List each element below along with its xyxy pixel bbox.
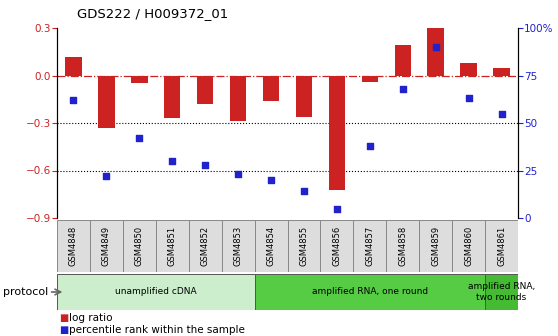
Bar xyxy=(296,76,312,117)
Point xyxy=(365,143,374,149)
Point xyxy=(300,189,309,194)
Bar xyxy=(57,220,90,272)
Bar xyxy=(222,220,254,272)
Text: GSM4853: GSM4853 xyxy=(234,226,243,266)
Bar xyxy=(353,220,386,272)
Text: GSM4852: GSM4852 xyxy=(201,226,210,266)
Text: protocol: protocol xyxy=(3,287,48,297)
Point xyxy=(398,86,407,91)
Text: GSM4858: GSM4858 xyxy=(398,226,407,266)
Bar xyxy=(156,220,189,272)
Text: GSM4860: GSM4860 xyxy=(464,226,473,266)
Text: GSM4856: GSM4856 xyxy=(333,226,341,266)
Bar xyxy=(254,274,485,310)
Point xyxy=(431,44,440,50)
Text: GSM4850: GSM4850 xyxy=(135,226,144,266)
Point xyxy=(201,162,210,167)
Bar xyxy=(362,76,378,82)
Bar xyxy=(254,220,287,272)
Bar xyxy=(386,220,419,272)
Bar xyxy=(419,220,452,272)
Bar xyxy=(329,76,345,190)
Text: percentile rank within the sample: percentile rank within the sample xyxy=(69,325,245,335)
Point xyxy=(69,97,78,103)
Bar xyxy=(164,76,180,118)
Text: GSM4848: GSM4848 xyxy=(69,226,78,266)
Bar xyxy=(395,45,411,76)
Bar xyxy=(460,63,477,76)
Text: GSM4861: GSM4861 xyxy=(497,226,506,266)
Point xyxy=(497,111,506,116)
Text: ■: ■ xyxy=(59,313,68,323)
Bar xyxy=(263,76,279,101)
Text: log ratio: log ratio xyxy=(69,313,113,323)
Bar xyxy=(320,220,353,272)
Bar xyxy=(131,76,147,83)
Bar xyxy=(485,274,518,310)
Bar xyxy=(287,220,320,272)
Point xyxy=(135,135,144,141)
Point xyxy=(168,158,177,164)
Bar xyxy=(452,220,485,272)
Point xyxy=(267,177,276,183)
Text: amplified RNA,
two rounds: amplified RNA, two rounds xyxy=(468,282,535,302)
Text: unamplified cDNA: unamplified cDNA xyxy=(115,288,196,296)
Text: ■: ■ xyxy=(59,325,68,335)
Point xyxy=(102,173,111,179)
Bar xyxy=(90,220,123,272)
Text: GSM4857: GSM4857 xyxy=(365,226,374,266)
Text: amplified RNA, one round: amplified RNA, one round xyxy=(312,288,428,296)
Bar xyxy=(189,220,222,272)
Text: GSM4859: GSM4859 xyxy=(431,226,440,266)
Bar xyxy=(65,56,81,76)
Bar xyxy=(57,274,254,310)
Bar xyxy=(197,76,213,104)
Point xyxy=(333,206,341,211)
Bar xyxy=(427,28,444,76)
Text: GSM4849: GSM4849 xyxy=(102,226,111,266)
Text: GSM4851: GSM4851 xyxy=(168,226,177,266)
Text: GSM4855: GSM4855 xyxy=(300,226,309,266)
Point xyxy=(464,96,473,101)
Bar xyxy=(123,220,156,272)
Bar xyxy=(493,68,510,76)
Text: GDS222 / H009372_01: GDS222 / H009372_01 xyxy=(77,7,228,20)
Bar xyxy=(98,76,114,128)
Bar xyxy=(485,220,518,272)
Bar xyxy=(230,76,246,121)
Point xyxy=(234,172,243,177)
Text: GSM4854: GSM4854 xyxy=(267,226,276,266)
